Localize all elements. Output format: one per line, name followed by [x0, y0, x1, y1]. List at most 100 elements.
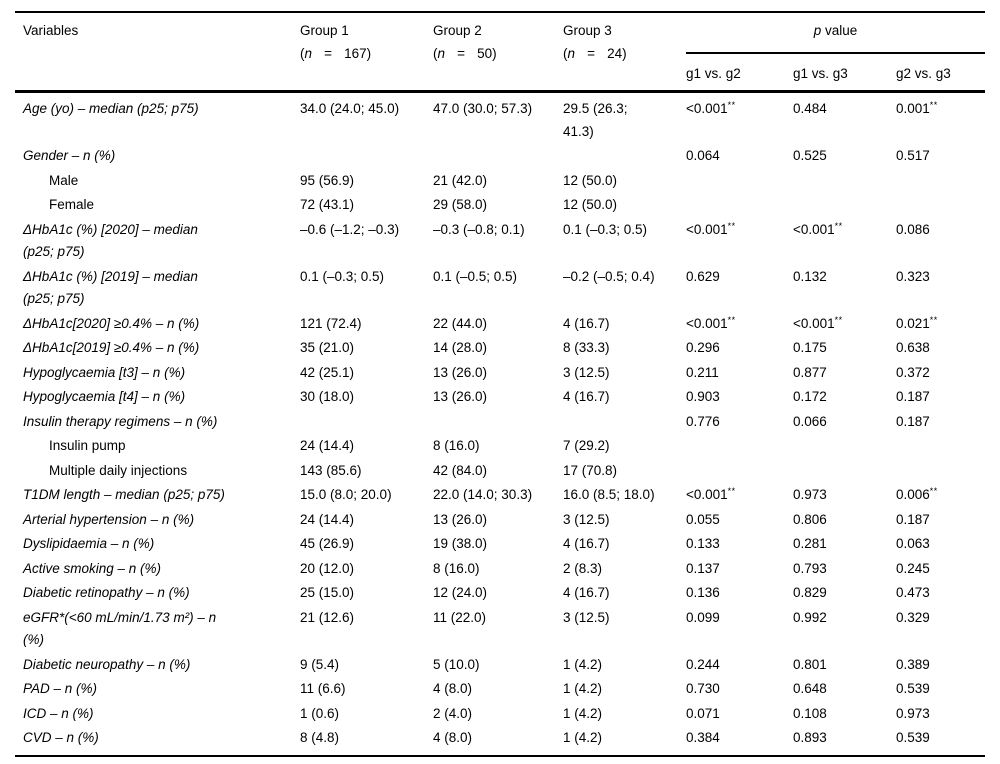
p-value-g2-vs-g3: 0.063 — [896, 536, 930, 551]
table-header: Variables Group 1 (n = 167) Group 2 (n =… — [15, 12, 985, 93]
group1-column-header: Group 1 (n = 167) — [300, 12, 433, 93]
p-value-g2-vs-g3 — [896, 193, 985, 218]
variable-cell: Arterial hypertension – n (%) — [23, 511, 195, 527]
group2-value: 19 (38.0) — [433, 536, 488, 551]
p-value-g2-vs-g3: 0.187 — [896, 413, 930, 429]
p-value-g1-vs-g2: 0.296 — [686, 340, 720, 355]
p-value-g1-vs-g3: 0.793 — [793, 560, 827, 576]
group2-value: 4 (8.0) — [433, 681, 473, 696]
variable-cell: PAD – n (%) — [23, 681, 98, 696]
subheader-g1-vs-g2: g1 vs. g2 — [686, 52, 793, 93]
variable-cell: Active smoking – n (%) — [23, 560, 162, 576]
table-row: T1DM length – median (p25; p75) 15.0 (8.0… — [15, 483, 985, 508]
p-value-g2-vs-g3: 0.086 — [896, 221, 930, 237]
p-value-g1-vs-g3: 0.648 — [793, 681, 827, 696]
group2-value: 0.1 (–0.5; 0.5) — [433, 268, 518, 284]
p-value-g1-vs-g2: 0.730 — [686, 681, 720, 696]
group3-column-header: Group 3 (n = 24) — [563, 12, 686, 93]
table-row: ΔHbA1c (%) [2020] – median (p25; p75) –0.… — [15, 218, 985, 265]
group1-value: 21 (12.6) — [300, 609, 355, 625]
p-value-g2-vs-g3: 0.187 — [896, 511, 930, 527]
variable-cell: Insulin pump — [49, 438, 126, 453]
p-value-g1-vs-g3: 0.175 — [793, 340, 827, 355]
group3-value: 4 (16.7) — [563, 536, 610, 551]
variable-cell: ΔHbA1c[2019] ≥0.4% – n (%) — [23, 340, 200, 355]
subheader-g1-vs-g3: g1 vs. g3 — [793, 52, 896, 93]
p-value-g2-vs-g3: 0.638 — [896, 340, 930, 355]
group1-value: 30 (18.0) — [300, 389, 355, 404]
group2-value: 22.0 (14.0; 30.3) — [433, 487, 533, 502]
group3-value: 12 (50.0) — [563, 197, 618, 212]
group1-value: –0.6 (–1.2; –0.3) — [300, 221, 400, 237]
group2-value: –0.3 (–0.8; 0.1) — [433, 221, 525, 237]
group2-value — [433, 410, 563, 435]
p-value-g1-vs-g2: 0.384 — [686, 730, 720, 745]
variable-cell: Diabetic neuropathy – n (%) — [23, 656, 191, 672]
p-value-g2-vs-g3: 0.187 — [896, 389, 930, 404]
variable-cell: ΔHbA1c (%) [2019] – median (p25; p75) — [23, 268, 198, 307]
table-row: Active smoking – n (%) 20 (12.0) 8 (16.0) 2… — [15, 557, 985, 582]
p-value-g2-vs-g3: 0.539 — [896, 730, 930, 745]
group1-value: 95 (56.9) — [300, 172, 355, 188]
variable-cell: CVD – n (%) — [23, 730, 99, 745]
group2-value: 8 (16.0) — [433, 438, 480, 453]
p-value-g2-vs-g3 — [896, 169, 985, 194]
p-value-g1-vs-g3: 0.108 — [793, 705, 827, 721]
group1-value — [300, 144, 433, 169]
p-value-g1-vs-g3: <0.001** — [793, 314, 843, 331]
p-value-g2-vs-g3: 0.021** — [896, 314, 938, 331]
group1-value: 25 (15.0) — [300, 585, 355, 600]
group1-value: 8 (4.8) — [300, 730, 340, 745]
group1-value: 24 (14.4) — [300, 438, 355, 453]
group3-value: 0.1 (–0.3; 0.5) — [563, 221, 648, 237]
p-value-g1-vs-g2: 0.903 — [686, 389, 720, 404]
group3-value: 3 (12.5) — [563, 511, 610, 527]
p-value-g2-vs-g3: 0.006** — [896, 486, 938, 502]
subheader-g2-vs-g3: g2 vs. g3 — [896, 52, 985, 93]
p-value-g1-vs-g3: 0.525 — [793, 148, 827, 163]
group3-value: 4 (16.7) — [563, 585, 610, 600]
p-value-g1-vs-g3: 0.801 — [793, 656, 827, 672]
p-value-g1-vs-g2 — [686, 169, 793, 194]
table-body: Age (yo) – median (p25; p75) 34.0 (24.0; … — [15, 92, 985, 756]
group2-value: 2 (4.0) — [433, 705, 473, 721]
p-value-g1-vs-g2: 0.244 — [686, 656, 720, 672]
variables-column-header: Variables — [15, 12, 300, 93]
group3-value: 3 (12.5) — [563, 364, 610, 380]
p-value-g1-vs-g3: 0.992 — [793, 609, 827, 625]
table-row: Multiple daily injections 143 (85.6) 42 (8… — [15, 459, 985, 484]
group2-value: 12 (24.0) — [433, 585, 488, 600]
variable-cell: Hypoglycaemia [t4] – n (%) — [23, 389, 186, 404]
table-row: Diabetic retinopathy – n (%) 25 (15.0) 12 … — [15, 581, 985, 606]
variable-cell: Diabetic retinopathy – n (%) — [23, 585, 190, 600]
group3-value: 3 (12.5) — [563, 609, 610, 625]
table-row: Hypoglycaemia [t3] – n (%) 42 (25.1) 13 (2… — [15, 361, 985, 386]
group3-value: 4 (16.7) — [563, 315, 610, 331]
p-value-g2-vs-g3: 0.323 — [896, 268, 930, 284]
p-value-g1-vs-g2: 0.055 — [686, 511, 720, 527]
variable-cell: Dyslipidaemia – n (%) — [23, 536, 155, 551]
group2-value: 13 (26.0) — [433, 511, 488, 527]
p-value-g1-vs-g2: 0.629 — [686, 268, 720, 284]
group2-n-count: (n = 50) — [433, 45, 497, 61]
group1-value: 72 (43.1) — [300, 197, 355, 212]
group3-value: 29.5 (26.3; 41.3) — [563, 101, 628, 139]
group3-value: 4 (16.7) — [563, 389, 610, 404]
group1-value: 42 (25.1) — [300, 364, 355, 380]
variable-cell: ΔHbA1c (%) [2020] – median (p25; p75) — [23, 221, 198, 260]
p-value-g1-vs-g3 — [793, 193, 896, 218]
group1-value: 121 (72.4) — [300, 315, 362, 331]
p-value-g1-vs-g2: 0.137 — [686, 560, 720, 576]
p-value-g1-vs-g3: 0.281 — [793, 536, 827, 551]
group3-value: 1 (4.2) — [563, 705, 603, 721]
p-value-g1-vs-g3: <0.001** — [793, 220, 843, 237]
group2-column-header: Group 2 (n = 50) — [433, 12, 563, 93]
variable-cell: eGFR*(<60 mL/min/1.73 m²) – n (%) — [23, 609, 217, 648]
group1-value: 34.0 (24.0; 45.0) — [300, 101, 400, 116]
p-value-g1-vs-g2: 0.136 — [686, 585, 720, 600]
table-row: Dyslipidaemia – n (%) 45 (26.9) 19 (38.0) 4… — [15, 532, 985, 557]
p-value-g1-vs-g2: 0.776 — [686, 413, 720, 429]
p-value-g1-vs-g2: 0.133 — [686, 536, 720, 551]
p-value-column-header: p value — [686, 12, 985, 54]
group3-value: 2 (8.3) — [563, 560, 603, 576]
